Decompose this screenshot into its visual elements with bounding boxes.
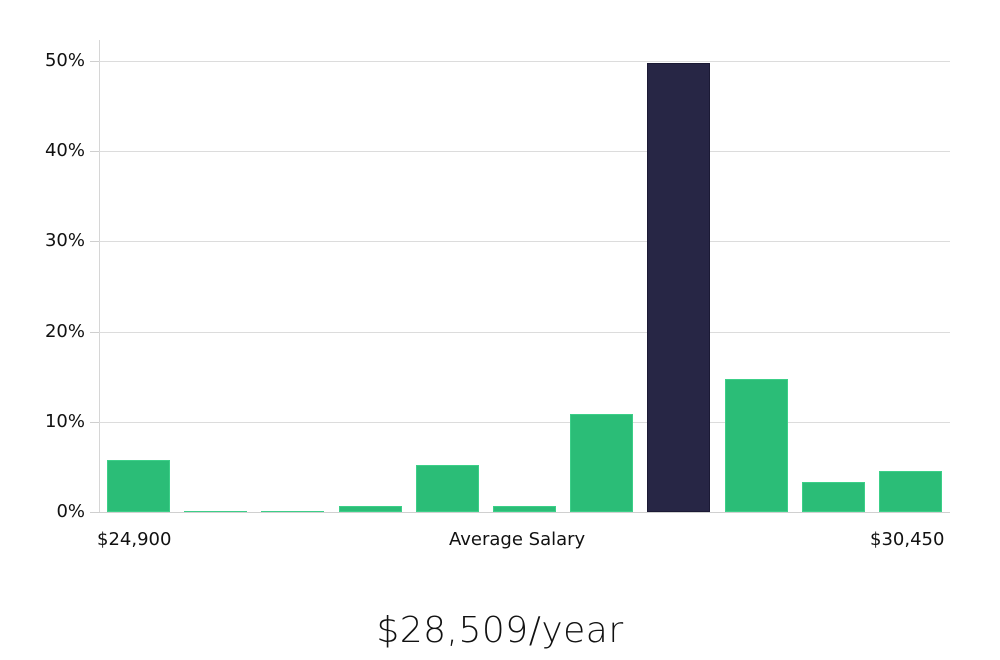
y-tick-mark — [90, 61, 99, 62]
salary-distribution-chart: 0% 10% 20% 30% 40% 50% $24,900 Average Salary… — [44, 40, 950, 550]
x-axis-title: Average Salary — [449, 529, 586, 550]
bar — [570, 414, 633, 512]
gridline — [99, 422, 950, 423]
bar — [416, 465, 479, 512]
y-tick-label: 30% — [44, 230, 85, 251]
x-max-label: $30,450 — [870, 529, 945, 550]
y-tick-mark — [90, 512, 99, 513]
y-tick-label: 0% — [56, 501, 85, 522]
gridline — [99, 61, 950, 62]
y-tick-label: 40% — [44, 140, 85, 161]
gridline — [99, 332, 950, 333]
bar — [879, 471, 942, 512]
y-tick-label: 50% — [44, 50, 85, 71]
y-tick-mark — [90, 422, 99, 423]
y-tick-label: 20% — [44, 321, 85, 342]
gridline — [99, 151, 950, 152]
y-tick-mark — [90, 241, 99, 242]
bar — [107, 460, 170, 512]
y-tick-mark — [90, 332, 99, 333]
bar — [493, 506, 556, 512]
bar — [802, 482, 865, 512]
highlighted-bar — [647, 63, 710, 512]
x-min-label: $24,900 — [97, 529, 172, 550]
y-tick-mark — [90, 151, 99, 152]
bar — [339, 506, 402, 512]
y-tick-label: 10% — [44, 411, 85, 432]
bar — [725, 379, 788, 512]
gridline — [99, 241, 950, 242]
y-axis-line — [99, 40, 100, 513]
x-axis-line — [99, 512, 950, 513]
average-salary-value: $28,509/year — [376, 610, 624, 651]
